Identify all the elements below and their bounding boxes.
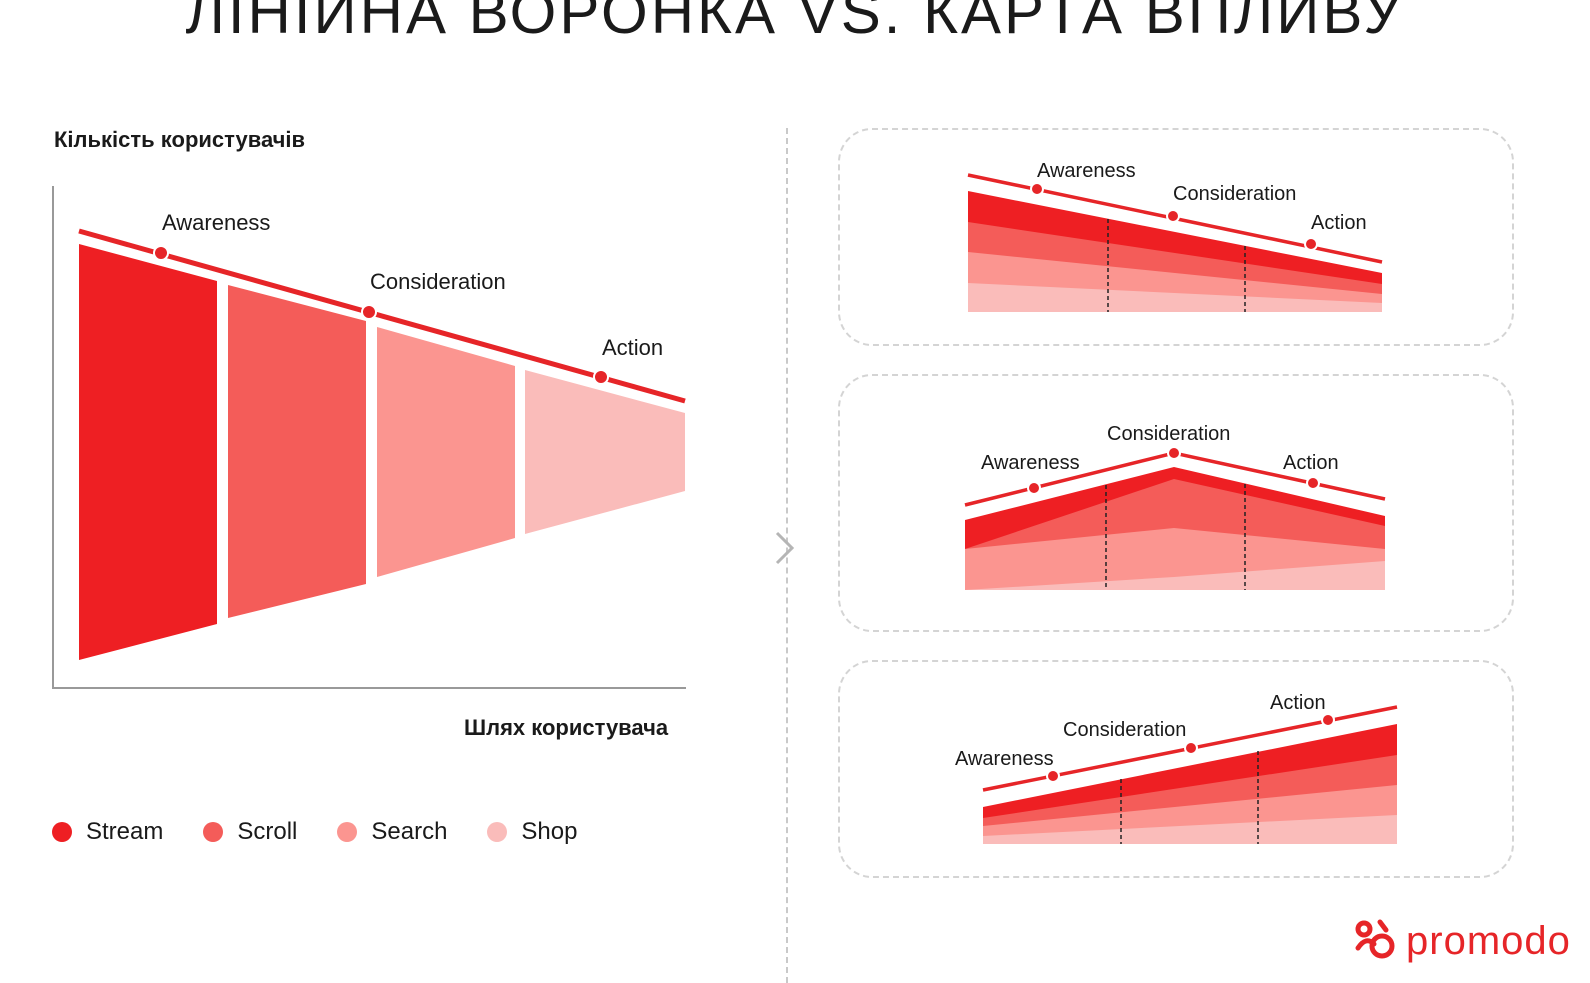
impact-map-peak: Awareness Consideration Action xyxy=(964,423,1386,590)
legend-dot-scroll xyxy=(203,822,224,842)
x-axis-label: Шлях користувача xyxy=(464,715,669,740)
promodo-logo-icon xyxy=(1355,919,1395,959)
stage-marker-consideration xyxy=(361,304,377,320)
funnel-stage-line xyxy=(78,228,686,404)
map1-label-action: Action xyxy=(1311,212,1367,234)
section-divider xyxy=(786,128,788,983)
impact-map-panel-3: Awareness Consideration Action xyxy=(838,660,1514,878)
impact-map-panel-2: Awareness Consideration Action xyxy=(838,374,1514,632)
promodo-logo: promodo xyxy=(1352,918,1571,964)
stage-label-consideration: Consideration xyxy=(370,269,506,294)
impact-map-increasing: Awareness Consideration Action xyxy=(955,692,1398,844)
legend-label: Scroll xyxy=(237,818,298,845)
legend-label: Shop xyxy=(521,818,578,845)
map1-label-consideration: Consideration xyxy=(1173,183,1296,205)
map3-label-consideration: Consideration xyxy=(1063,719,1186,741)
stage-label-awareness: Awareness xyxy=(162,210,270,235)
stage-marker-awareness xyxy=(153,245,169,261)
legend-item-stream: Stream xyxy=(52,818,163,846)
map3-label-awareness: Awareness xyxy=(955,748,1054,770)
legend-item-shop: Shop xyxy=(487,818,577,846)
impact-map-decreasing: Awareness Consideration Action xyxy=(967,160,1383,312)
legend-label: Search xyxy=(371,818,448,845)
stage-marker-action xyxy=(593,369,609,385)
legend-item-scroll: Scroll xyxy=(203,818,297,846)
legend-dot-shop xyxy=(487,822,508,842)
legend: Stream Scroll Search Shop xyxy=(52,818,617,846)
map3-label-action: Action xyxy=(1270,692,1326,714)
funnel-segment-stream xyxy=(79,244,217,660)
legend-dot-stream xyxy=(52,822,72,842)
legend-dot-search xyxy=(337,822,358,842)
impact-map-panel-1: Awareness Consideration Action xyxy=(838,128,1514,346)
map2-label-awareness: Awareness xyxy=(981,452,1080,474)
y-axis-label: Кількість користувачів xyxy=(54,127,306,152)
map2-label-consideration: Consideration xyxy=(1107,423,1230,445)
stage-label-action: Action xyxy=(602,335,663,360)
funnel-segment-shop xyxy=(525,370,685,534)
chevron-right-icon xyxy=(775,531,795,565)
linear-funnel: Awareness Consideration Action xyxy=(52,186,686,689)
page-title: ЛІНІЙНА ВОРОНКА VS. КАРТА ВПЛИВУ xyxy=(185,0,1405,46)
legend-item-search: Search xyxy=(337,818,447,846)
map2-label-action: Action xyxy=(1283,452,1339,474)
funnel-segment-scroll xyxy=(228,285,366,618)
funnel-segment-search xyxy=(377,327,515,577)
map1-label-awareness: Awareness xyxy=(1037,160,1136,182)
legend-label: Stream xyxy=(86,818,164,845)
brand-name: promodo xyxy=(1406,918,1571,963)
